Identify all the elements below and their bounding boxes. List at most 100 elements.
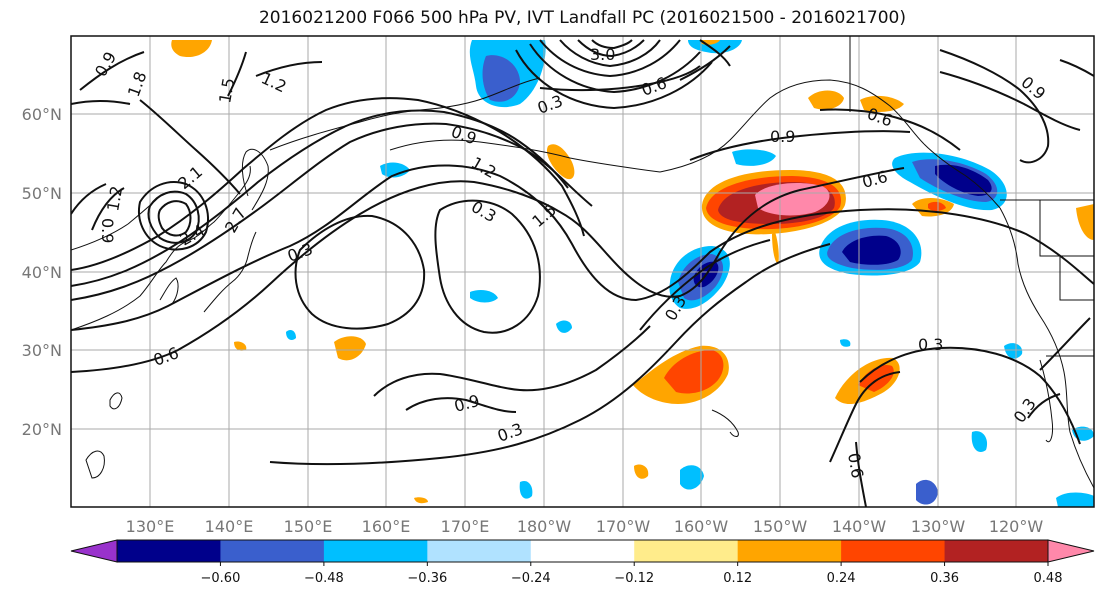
lon-label: 160°E bbox=[362, 517, 411, 536]
small-anomaly bbox=[546, 144, 575, 180]
contour-0.3 bbox=[269, 243, 831, 466]
contour-0.3 bbox=[71, 164, 1094, 331]
small-anomaly bbox=[634, 464, 649, 479]
coastline-east-asia bbox=[71, 165, 251, 331]
contour-1.8 bbox=[139, 99, 241, 195]
contour-label: 0.9 bbox=[770, 127, 795, 146]
lon-label: 180°W bbox=[517, 517, 572, 536]
coastline-baja bbox=[1039, 359, 1053, 443]
coastline-philippines bbox=[85, 450, 105, 479]
colorbar-tick-label: −0.48 bbox=[304, 571, 344, 586]
contour-north-cluster bbox=[699, 39, 731, 67]
colorbar-bin bbox=[944, 540, 1049, 562]
shading-layer bbox=[171, 40, 1094, 507]
lat-label: 30°N bbox=[22, 341, 62, 360]
contour-0.3 bbox=[294, 214, 426, 330]
contour-0.9 bbox=[373, 325, 651, 397]
contour-0.3 bbox=[434, 199, 541, 334]
contour-2.1 bbox=[138, 181, 209, 251]
lat-label: 50°N bbox=[22, 184, 62, 203]
contour-0.9 bbox=[689, 130, 911, 161]
contour-0.9 bbox=[91, 187, 125, 231]
lat-label: 60°N bbox=[22, 105, 62, 124]
colorbar: −0.60 −0.48 −0.36 −0.24 −0.12 0.12 0.24 0.36 0.4… bbox=[70, 539, 1095, 586]
contour-label: 0.3 bbox=[918, 335, 943, 354]
lon-label: 130°W bbox=[911, 517, 966, 536]
contour-north-cluster bbox=[591, 39, 633, 50]
small-anomaly bbox=[556, 320, 572, 333]
small-anomaly bbox=[286, 330, 296, 340]
small-anomaly bbox=[860, 95, 904, 112]
positive-anomaly-east bbox=[858, 364, 894, 392]
small-anomaly bbox=[1056, 492, 1094, 507]
contour-label: 1.2 bbox=[103, 184, 126, 212]
lon-label: 170°E bbox=[441, 517, 490, 536]
contour-1.2 bbox=[1059, 59, 1094, 77]
lon-label: 140°E bbox=[205, 517, 254, 536]
gridlines bbox=[71, 36, 1094, 507]
coastline-hawaii bbox=[711, 409, 739, 437]
lon-label: 170°W bbox=[596, 517, 651, 536]
colorbar-bin bbox=[841, 540, 946, 562]
small-anomaly bbox=[840, 339, 851, 347]
colorbar-bins bbox=[117, 540, 1049, 562]
negative-anomaly-coast bbox=[935, 164, 992, 196]
colorbar-ticks: −0.60 −0.48 −0.36 −0.24 −0.12 0.12 0.24 0.36 0.4… bbox=[201, 562, 1063, 586]
coastline-korea bbox=[159, 277, 179, 305]
contour-north-cluster bbox=[515, 49, 713, 110]
contour-2.7 bbox=[157, 200, 192, 237]
map-title: 2016021200 F066 500 hPa PV, IVT Landfall… bbox=[258, 8, 906, 28]
negative-anomaly-north bbox=[482, 55, 520, 102]
contour-0.3-south-east bbox=[1039, 317, 1091, 371]
contour-1.2 bbox=[71, 109, 569, 287]
lon-label: 140°W bbox=[832, 517, 887, 536]
contour-1.5 bbox=[227, 51, 247, 97]
contour-0.6 bbox=[829, 371, 901, 463]
colorbar-tick-label: −0.24 bbox=[511, 571, 551, 586]
small-anomaly bbox=[732, 149, 776, 166]
coastline-kamchatka bbox=[241, 148, 269, 211]
lon-label: 130°E bbox=[126, 517, 175, 536]
coastline-japan bbox=[203, 231, 257, 313]
map-panel: 1.2 1.5 1.8 2.1 2.4 2.7 0.9 0.6 0.3 0.3 … bbox=[70, 35, 1095, 508]
colorbar-outline bbox=[116, 539, 1049, 563]
pv-contours bbox=[71, 39, 1094, 507]
lat-label: 40°N bbox=[22, 263, 62, 282]
contour-1.5 bbox=[71, 97, 585, 271]
lon-label: 150°W bbox=[753, 517, 808, 536]
longitude-labels: 130°E 140°E 150°E 160°E 170°E 180°W 170°… bbox=[126, 517, 1044, 536]
contour-0.6 bbox=[639, 239, 771, 331]
colorbar-extend-low bbox=[70, 539, 118, 563]
colorbar-tick-label: −0.12 bbox=[614, 571, 654, 586]
contour-0.6 bbox=[539, 65, 701, 92]
map-frame bbox=[70, 35, 1095, 508]
contour-label: 0.9 bbox=[98, 218, 117, 243]
contour-north-cluster bbox=[577, 39, 645, 58]
contour-1.2 bbox=[405, 397, 517, 413]
contour-north-cluster bbox=[559, 39, 661, 68]
border-us-states bbox=[1059, 256, 1094, 301]
contour-1.2-nw bbox=[71, 100, 131, 105]
contour-2.4 bbox=[147, 190, 200, 244]
lon-label: 150°E bbox=[284, 517, 333, 536]
small-anomaly bbox=[414, 497, 428, 504]
colorbar-tick-label: −0.36 bbox=[407, 571, 447, 586]
colorbar-tick-label: 0.48 bbox=[1034, 571, 1063, 586]
colorbar-tick-label: 0.36 bbox=[930, 571, 959, 586]
colorbar-bin bbox=[737, 540, 842, 562]
contour-label: 3.0 bbox=[590, 45, 615, 64]
small-anomaly bbox=[928, 201, 946, 211]
contour-label: 1.5 bbox=[215, 76, 238, 104]
small-anomaly bbox=[1004, 343, 1023, 359]
colorbar-tick-label: 0.12 bbox=[723, 571, 752, 586]
small-anomaly bbox=[171, 40, 212, 58]
coastline-bc bbox=[923, 143, 1001, 209]
colorbar-tick-label: −0.60 bbox=[201, 571, 241, 586]
small-anomaly bbox=[334, 336, 366, 361]
colorbar-bin bbox=[530, 540, 635, 562]
contour-0.6 bbox=[819, 108, 961, 151]
contour-0.3 bbox=[859, 346, 1081, 445]
contour-north-cluster bbox=[529, 43, 701, 94]
small-anomaly bbox=[380, 162, 410, 178]
contour-0.3 bbox=[1027, 393, 1061, 419]
